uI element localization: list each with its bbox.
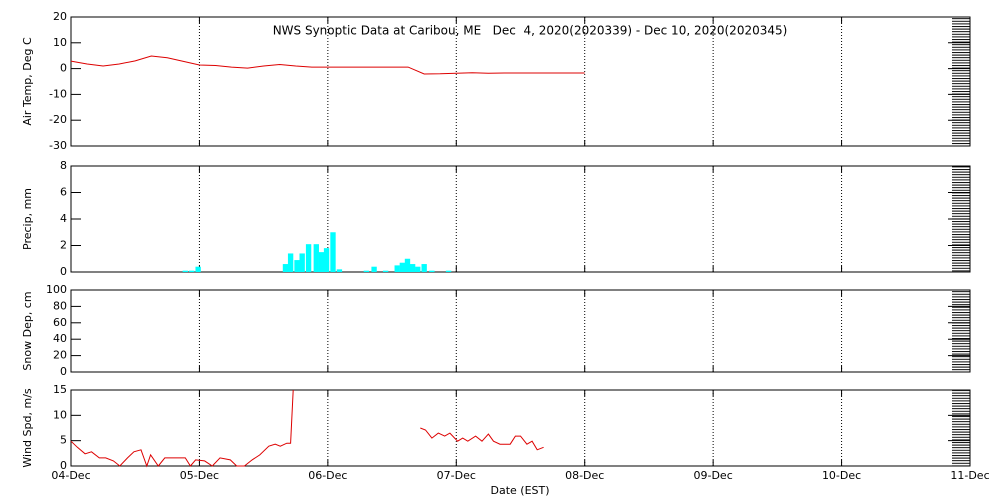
x-tick-label: 08-Dec bbox=[565, 469, 604, 482]
y-tick-label: 80 bbox=[53, 299, 67, 312]
x-tick-label: 07-Dec bbox=[437, 469, 476, 482]
y-tick-label: 5 bbox=[60, 434, 67, 447]
y-axis-label: Wind Spd, m/s bbox=[21, 388, 34, 468]
plot-frame bbox=[70, 289, 971, 373]
bar bbox=[282, 264, 289, 272]
x-axis-label: Date (EST) bbox=[490, 484, 549, 497]
plot-frame bbox=[70, 389, 971, 467]
x-tick-label: 05-Dec bbox=[180, 469, 219, 482]
bar bbox=[182, 270, 188, 272]
bar bbox=[445, 270, 452, 272]
y-tick-label: 6 bbox=[60, 186, 67, 199]
minor-ticks bbox=[952, 390, 970, 466]
y-tick-label: 40 bbox=[53, 332, 67, 345]
bar bbox=[415, 266, 421, 272]
bar bbox=[299, 253, 305, 272]
bar bbox=[318, 252, 325, 272]
y-tick-label: 15 bbox=[53, 383, 67, 396]
x-tick-label: 04-Dec bbox=[51, 469, 90, 482]
bar bbox=[371, 266, 377, 272]
y-tick-label: 20 bbox=[53, 10, 67, 23]
minor-ticks bbox=[952, 17, 970, 146]
bar bbox=[305, 244, 312, 272]
bar bbox=[313, 244, 319, 272]
bar bbox=[363, 270, 370, 272]
plot-frame bbox=[70, 16, 971, 147]
chart-title: NWS Synoptic Data at Caribou, ME Dec 4, … bbox=[273, 24, 788, 38]
bar bbox=[287, 253, 294, 272]
bar bbox=[189, 270, 195, 272]
y-tick-label: 4 bbox=[60, 212, 67, 225]
y-tick-label: 10 bbox=[53, 36, 67, 49]
y-tick-label: 10 bbox=[53, 408, 67, 421]
bar bbox=[330, 232, 336, 272]
y-axis-label: Precip, mm bbox=[21, 188, 34, 250]
bar bbox=[336, 269, 343, 272]
bar bbox=[195, 266, 201, 272]
data-line bbox=[70, 55, 585, 75]
bar bbox=[399, 262, 406, 272]
y-tick-label: 2 bbox=[60, 239, 67, 252]
bar bbox=[421, 264, 427, 272]
data-line bbox=[70, 389, 544, 468]
y-tick-label: 8 bbox=[60, 159, 67, 172]
plot-frame bbox=[70, 165, 971, 273]
y-tick-label: -10 bbox=[49, 87, 67, 100]
bar bbox=[409, 264, 416, 272]
y-tick-label: 100 bbox=[46, 283, 67, 296]
bar bbox=[323, 248, 330, 272]
bar bbox=[382, 270, 389, 272]
y-tick-label: 0 bbox=[60, 459, 67, 472]
y-tick-label: 60 bbox=[53, 316, 67, 329]
y-tick-label: -30 bbox=[49, 139, 67, 152]
x-tick-label: 10-Dec bbox=[822, 469, 861, 482]
y-tick-label: 0 bbox=[60, 365, 67, 378]
minor-ticks bbox=[952, 290, 970, 372]
y-tick-label: 0 bbox=[60, 62, 67, 75]
bar bbox=[429, 270, 435, 272]
bar bbox=[294, 260, 300, 272]
y-tick-label: 20 bbox=[53, 349, 67, 362]
x-tick-label: 06-Dec bbox=[308, 469, 347, 482]
x-tick-label: 11-Dec bbox=[950, 469, 989, 482]
y-tick-label: 0 bbox=[60, 265, 67, 278]
y-axis-label: Snow Dep, cm bbox=[21, 291, 34, 370]
bar bbox=[404, 258, 411, 272]
bar bbox=[394, 265, 400, 272]
x-tick-label: 09-Dec bbox=[694, 469, 733, 482]
y-axis-label: Air Temp, Deg C bbox=[21, 37, 34, 126]
y-tick-label: -20 bbox=[49, 113, 67, 126]
